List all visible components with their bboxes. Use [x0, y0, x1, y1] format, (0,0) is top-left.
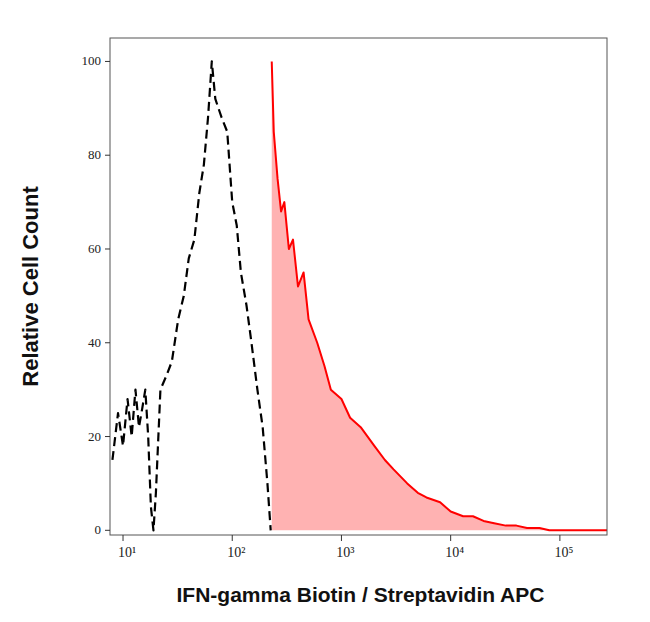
x-tick — [232, 535, 233, 541]
y-tick-label: 20 — [88, 429, 101, 444]
y-tick-label: 0 — [95, 522, 102, 537]
series-group — [112, 61, 607, 530]
plot-frame — [110, 38, 607, 535]
x-tick — [123, 535, 124, 541]
x-tick-label: 10² — [227, 545, 245, 560]
chart: 0 20 40 60 80 100 10¹ 10² 10³ 10⁴ 10⁵ IFN-gamma Bio… — [0, 0, 650, 622]
y-tick — [105, 436, 110, 437]
x-tick-label: 10⁴ — [445, 545, 464, 560]
x-tick-label: 10⁵ — [554, 545, 573, 560]
y-tick — [105, 342, 110, 343]
y-tick — [105, 61, 110, 62]
y-tick — [105, 530, 110, 531]
x-tick — [450, 535, 451, 541]
area-outline — [272, 61, 607, 530]
y-tick — [105, 248, 110, 249]
x-tick-label: 10¹ — [118, 545, 136, 560]
y-axis-label: Relative Cell Count — [18, 186, 43, 387]
y-tick-label: 60 — [88, 241, 101, 256]
x-axis-label: IFN-gamma Biotin / Streptavidin APC — [177, 583, 545, 606]
y-tick-label: 40 — [88, 335, 101, 350]
line — [112, 61, 270, 530]
x-tick — [559, 535, 560, 541]
area-fill — [272, 61, 607, 530]
x-tick-label: 10³ — [336, 545, 354, 560]
y-tick — [105, 155, 110, 156]
y-tick-label: 100 — [82, 53, 102, 68]
x-tick — [341, 535, 342, 541]
y-tick-label: 80 — [88, 147, 101, 162]
